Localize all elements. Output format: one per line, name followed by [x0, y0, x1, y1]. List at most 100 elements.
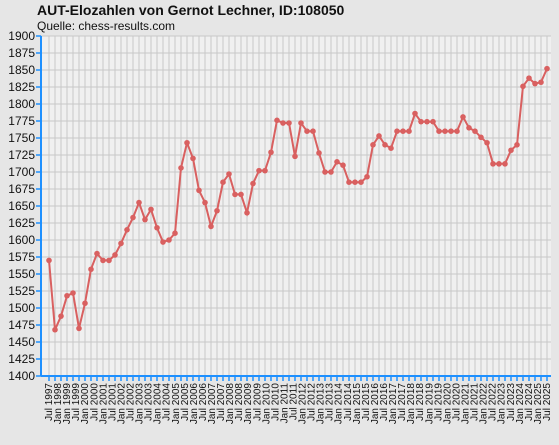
- data-point: [118, 240, 124, 247]
- y-tick-label: 1475: [8, 318, 35, 332]
- y-tick-label: 1600: [8, 233, 35, 247]
- data-point: [250, 180, 256, 187]
- data-point: [526, 75, 532, 81]
- data-point: [52, 326, 58, 333]
- data-point: [472, 128, 478, 134]
- data-point: [142, 216, 148, 223]
- data-point: [166, 237, 172, 243]
- data-point: [442, 128, 448, 134]
- data-point: [298, 120, 304, 126]
- y-tick-label: 1525: [8, 284, 35, 298]
- data-point: [430, 118, 436, 125]
- x-tick-label: Jan 2006: [189, 383, 200, 425]
- data-point: [424, 118, 430, 125]
- data-point: [76, 325, 82, 332]
- x-tick-label: Jan 2001: [98, 383, 109, 425]
- data-point: [106, 257, 112, 264]
- data-point: [70, 290, 76, 296]
- data-point: [130, 214, 136, 221]
- x-tick-label: Jul 2015: [361, 383, 372, 421]
- data-point: [220, 179, 226, 185]
- x-tick-label: Jul 2019: [433, 383, 444, 421]
- data-point: [160, 239, 166, 245]
- x-tick-label: Jan 2017: [388, 383, 399, 425]
- x-tick-label: Jul 2025: [542, 383, 553, 421]
- x-tick-label: Jul 2017: [397, 383, 408, 421]
- x-tick-label: Jul 2004: [162, 383, 173, 421]
- data-point: [352, 179, 358, 185]
- y-tick-label: 1625: [8, 216, 35, 230]
- y-tick-label: 1675: [8, 182, 35, 196]
- data-point: [412, 110, 418, 117]
- x-tick-label: Jan 2020: [442, 383, 453, 425]
- data-point: [274, 117, 280, 124]
- y-tick-label: 1825: [8, 80, 35, 94]
- x-tick-label: Jan 2009: [243, 383, 254, 425]
- data-point: [454, 128, 460, 134]
- y-tick-label: 1400: [8, 369, 35, 383]
- x-tick-label: Jan 1999: [62, 383, 73, 425]
- data-point: [268, 149, 274, 156]
- data-point: [502, 161, 508, 167]
- data-point: [322, 169, 328, 175]
- x-tick-label: Jul 2023: [506, 383, 517, 421]
- data-point: [520, 83, 526, 90]
- x-tick-label: Jan 2008: [225, 383, 236, 425]
- data-point: [514, 142, 520, 148]
- x-tick-label: Jan 2015: [352, 383, 363, 425]
- data-point: [304, 128, 310, 134]
- data-point: [532, 80, 538, 87]
- x-tick-label: Jan 2018: [406, 383, 417, 425]
- data-point: [214, 207, 220, 214]
- x-tick-label: Jan 2011: [279, 383, 290, 424]
- data-point: [46, 257, 52, 264]
- x-tick-label: Jan 2010: [261, 383, 272, 425]
- data-point: [238, 191, 244, 198]
- y-tick-label: 1750: [8, 131, 35, 145]
- x-tick-label: Jan 2005: [171, 383, 182, 425]
- data-point: [310, 128, 316, 134]
- data-point: [448, 128, 454, 134]
- x-tick-label: Jul 2011: [288, 383, 299, 421]
- x-tick-label: Jan 2022: [479, 383, 490, 425]
- x-tick-label: Jul 2010: [270, 383, 281, 421]
- x-tick-label: Jul 2005: [180, 383, 191, 421]
- x-tick-label: Jul 2016: [379, 383, 390, 421]
- data-point: [196, 187, 202, 194]
- data-point: [382, 142, 388, 148]
- data-point: [64, 292, 70, 299]
- data-point: [82, 300, 88, 307]
- data-point: [544, 65, 550, 72]
- x-tick-label: Jul 2013: [325, 383, 336, 421]
- data-point: [280, 120, 286, 126]
- data-point: [538, 79, 544, 86]
- x-tick-label: Jul 2018: [415, 383, 426, 421]
- y-tick-label: 1700: [8, 165, 35, 179]
- data-point: [154, 224, 160, 231]
- x-tick-label: Jan 2023: [497, 383, 508, 425]
- data-point: [148, 206, 154, 213]
- x-tick-label: Jan 2003: [135, 383, 146, 425]
- x-tick-label: Jan 2019: [424, 383, 435, 425]
- x-tick-label: Jul 2003: [144, 383, 155, 421]
- x-tick-label: Jul 2012: [307, 383, 318, 421]
- data-point: [478, 134, 484, 141]
- x-tick-label: Jul 1997: [44, 383, 55, 421]
- x-tick-label: Jul 2008: [234, 383, 245, 421]
- x-tick-label: Jul 2022: [488, 383, 499, 421]
- data-point: [394, 128, 400, 134]
- data-point: [202, 199, 208, 206]
- x-tick-label: Jul 2020: [451, 383, 462, 421]
- data-point: [376, 133, 382, 139]
- data-point: [244, 210, 250, 216]
- data-point: [178, 165, 184, 171]
- data-point: [286, 120, 292, 126]
- data-point: [400, 128, 406, 134]
- x-tick-label: Jan 1998: [53, 383, 64, 425]
- data-point: [94, 250, 100, 257]
- data-point: [88, 266, 94, 273]
- data-point: [364, 173, 370, 180]
- data-point: [232, 191, 238, 198]
- data-point: [328, 169, 334, 175]
